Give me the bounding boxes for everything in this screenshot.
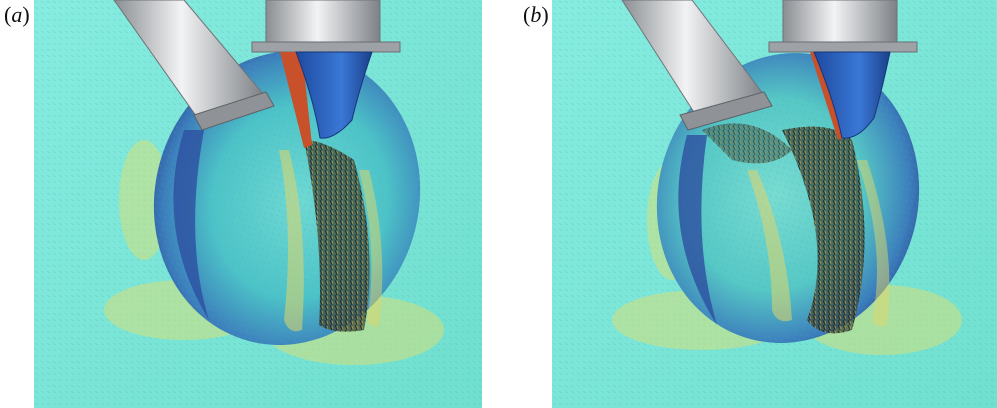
- panel-label-a: (a): [4, 2, 30, 27]
- flow-visualization-panel-b: [552, 0, 997, 408]
- flow-visualization-panel-a: [34, 0, 482, 408]
- flow-field-image-b: [552, 0, 997, 408]
- flow-field-image-a: [34, 0, 482, 408]
- panel-label-b: (b): [523, 2, 549, 27]
